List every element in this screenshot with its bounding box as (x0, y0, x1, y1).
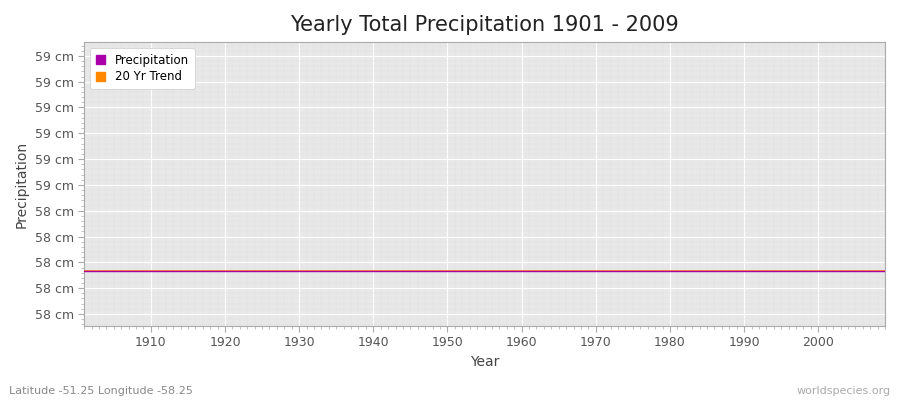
Text: Latitude -51.25 Longitude -58.25: Latitude -51.25 Longitude -58.25 (9, 386, 193, 396)
Title: Yearly Total Precipitation 1901 - 2009: Yearly Total Precipitation 1901 - 2009 (290, 15, 679, 35)
X-axis label: Year: Year (470, 355, 500, 369)
Y-axis label: Precipitation: Precipitation (15, 140, 29, 228)
Text: worldspecies.org: worldspecies.org (796, 386, 891, 396)
Legend: Precipitation, 20 Yr Trend: Precipitation, 20 Yr Trend (90, 48, 194, 89)
